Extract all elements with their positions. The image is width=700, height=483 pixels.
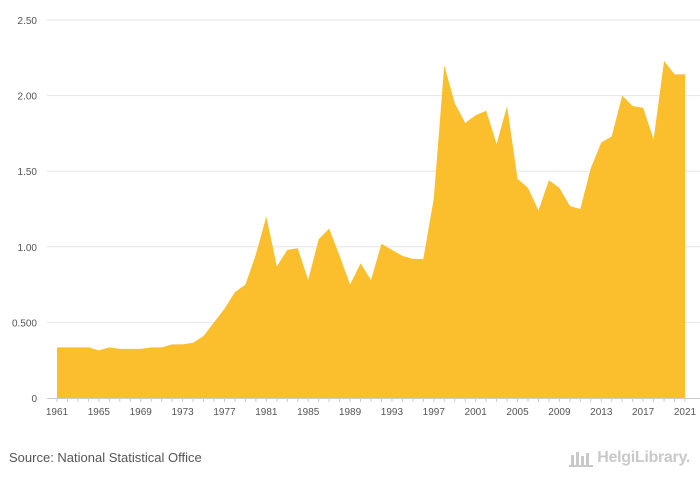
x-tick-label: 1993 <box>381 407 404 418</box>
brand-logo[interactable]: HelgiLibrary. <box>569 449 690 467</box>
area-series <box>57 60 685 398</box>
y-tick-label: 1.00 <box>18 243 38 254</box>
y-tick-label: 1.50 <box>18 167 38 178</box>
x-tick-label: 1985 <box>297 407 320 418</box>
y-tick-label: 0.500 <box>12 318 37 329</box>
x-tick-label: 2017 <box>632 407 655 418</box>
x-tick-label: 1969 <box>130 407 153 418</box>
x-tick-label: 1989 <box>339 407 362 418</box>
axes: 0 0.500 1.00 1.50 2.00 2.50 1961 1965 1969 1973 19… <box>12 16 700 418</box>
y-tick-label: 2.00 <box>18 92 38 103</box>
x-tick-label: 1965 <box>88 407 111 418</box>
x-tick-label: 1977 <box>213 407 236 418</box>
x-tick-label: 1997 <box>423 407 446 418</box>
brand-name: HelgiLibrary. <box>597 449 690 466</box>
x-tick-label: 1973 <box>171 407 194 418</box>
x-tick-label: 1981 <box>255 407 278 418</box>
y-tick-label: 2.50 <box>18 16 38 27</box>
library-icon <box>569 452 594 467</box>
x-tick-label: 2009 <box>548 407 571 418</box>
plot-area <box>57 60 685 398</box>
x-tick-label: 2021 <box>674 407 697 418</box>
x-tick-label: 2005 <box>506 407 529 418</box>
source-note: Source: National Statistical Office <box>9 450 202 465</box>
x-tick-label: 2013 <box>590 407 613 418</box>
area-chart: 0 0.500 1.00 1.50 2.00 2.50 1961 1965 1969 1973 19… <box>12 16 700 418</box>
x-tick-label: 2001 <box>465 407 488 418</box>
x-tick-label: 1961 <box>46 407 69 418</box>
y-tick-label: 0 <box>31 394 37 405</box>
